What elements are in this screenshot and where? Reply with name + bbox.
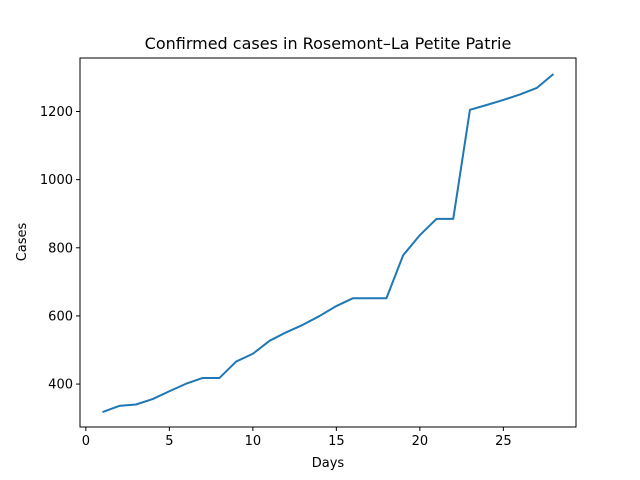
x-tick-label: 0 [82,434,90,449]
y-tick-label: 600 [48,309,73,324]
y-tick-label: 1200 [40,105,73,120]
x-tick-label: 5 [165,434,173,449]
y-tick-label: 800 [48,241,73,256]
x-axis-label: Days [312,456,345,471]
y-axis-label: Cases [15,222,30,261]
y-tick-label: 400 [48,378,73,393]
series-line [102,73,555,413]
plot-frame [79,57,577,428]
y-tick-label: 1000 [40,173,73,188]
x-tick-label: 15 [328,434,345,449]
plot-area: 0 5 10 15 20 25 400 600 800 1000 1200 [40,57,577,449]
x-tick-label: 10 [245,434,262,449]
x-tick-label: 25 [495,434,512,449]
x-tick-label: 20 [412,434,429,449]
chart-title: Confirmed cases in Rosemont–La Petite Pa… [145,34,512,53]
